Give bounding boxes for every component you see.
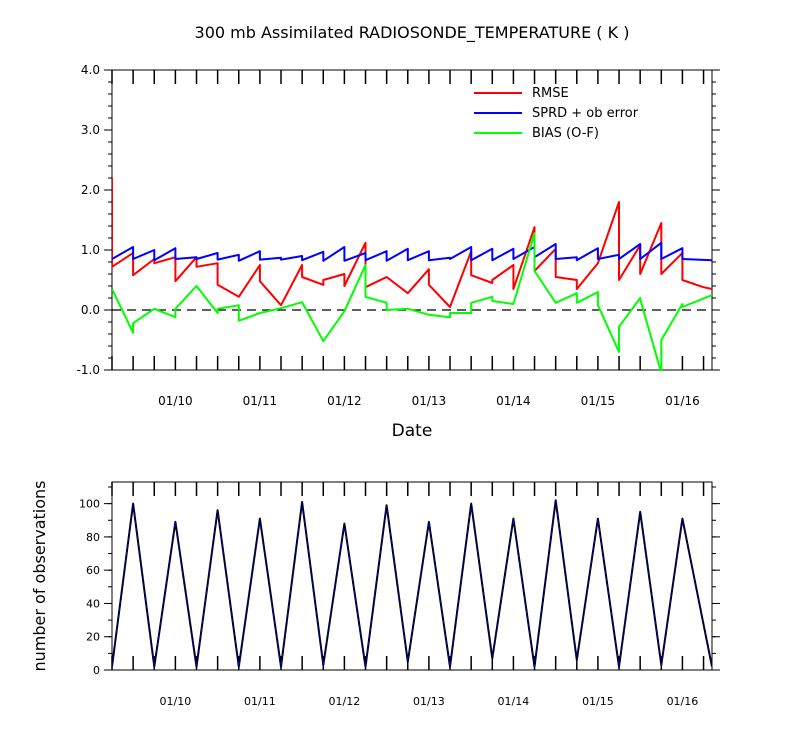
x-tick-label: 01/15 — [581, 394, 616, 408]
y-tick-label: 0.0 — [81, 303, 100, 317]
y-tick-label: 40 — [86, 597, 100, 610]
series-line-sprd-ob-error — [112, 241, 712, 262]
x-tick-label: 01/15 — [582, 695, 614, 708]
x-tick-label: 01/14 — [498, 695, 530, 708]
x-tick-label: 01/16 — [667, 695, 699, 708]
plot-area-bottom — [111, 481, 713, 671]
y-tick-label: 0 — [93, 664, 100, 677]
y-axis-label: number of observations — [30, 481, 49, 672]
y-tick-label: 60 — [86, 564, 100, 577]
top-axes: -1.0 0.0 1.0 2.0 3.0 4.0 01/10 01/11 01/12 01/13 0… — [77, 63, 720, 408]
legend-label: SPRD + ob error — [532, 106, 639, 121]
y-tick-label: 4.0 — [81, 63, 100, 77]
series-line-series — [112, 499, 712, 668]
x-tick-label: 01/10 — [160, 695, 192, 708]
series-overlay-line — [112, 500, 712, 667]
legend: RMSE SPRD + ob error BIAS (O-F) — [474, 86, 639, 141]
y-tick-label: 80 — [86, 531, 100, 544]
x-tick-label: 01/10 — [158, 394, 193, 408]
x-tick-label: 01/11 — [244, 695, 276, 708]
y-tick-label: -1.0 — [77, 363, 100, 377]
x-tick-label: 01/13 — [413, 695, 445, 708]
bottom-axes: 0 20 40 60 80 100 01/10 01/11 01/12 01/13 01/14 01/… — [79, 482, 720, 708]
y-tick-label: 100 — [79, 498, 100, 511]
x-tick-label: 01/12 — [329, 695, 361, 708]
legend-label: RMSE — [532, 86, 569, 101]
top-chart: 300 mb Assimilated RADIOSONDE_TEMPERATUR… — [77, 23, 720, 441]
legend-label: BIAS (O-F) — [532, 126, 599, 141]
x-axis-label: Date — [392, 421, 433, 441]
top-series — [112, 178, 712, 371]
y-tick-label: 2.0 — [81, 183, 100, 197]
x-tick-label: 01/13 — [412, 394, 447, 408]
y-tick-label: 1.0 — [81, 243, 100, 257]
y-tick-label: 3.0 — [81, 123, 100, 137]
x-tick-label: 01/12 — [327, 394, 362, 408]
y-tick-label: 20 — [86, 631, 100, 644]
series-line-rmse — [112, 178, 712, 308]
x-tick-label: 01/14 — [496, 394, 531, 408]
chart-title: 300 mb Assimilated RADIOSONDE_TEMPERATUR… — [195, 23, 630, 43]
bottom-chart: 0 20 40 60 80 100 01/10 01/11 01/12 01/13 01/14 01/… — [30, 481, 720, 708]
x-tick-label: 01/11 — [243, 394, 278, 408]
series-line-bias-o-f — [112, 232, 712, 371]
bottom-series — [112, 499, 712, 668]
x-tick-label: 01/16 — [665, 394, 700, 408]
